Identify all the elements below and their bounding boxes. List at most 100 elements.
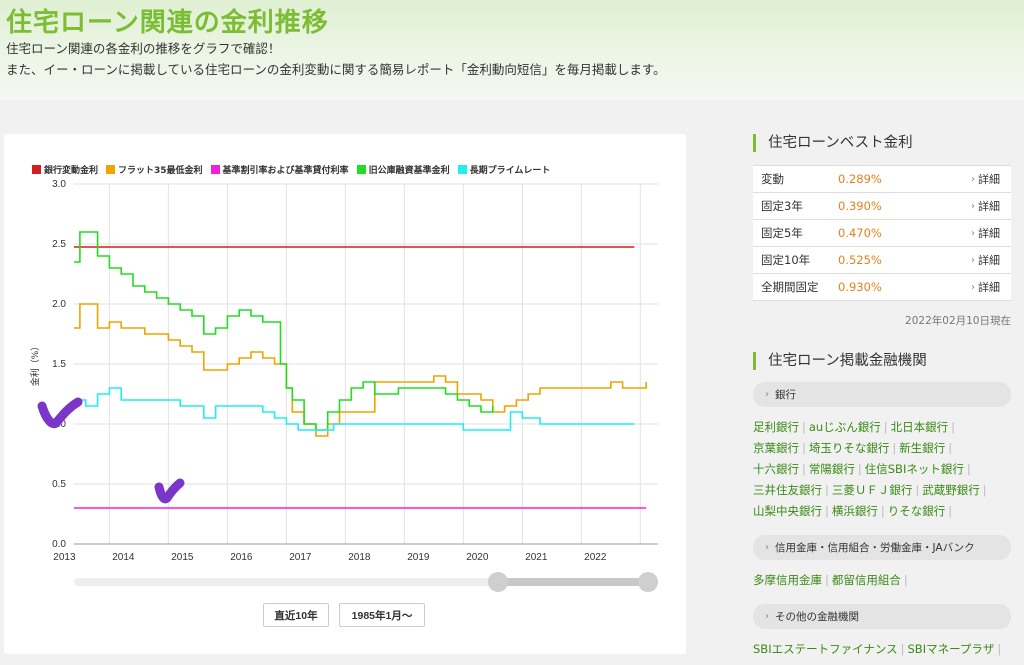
separator: |	[802, 462, 806, 476]
range-since-1985-button[interactable]: 1985年1月～	[339, 603, 425, 627]
x-tick-label: 2021	[525, 552, 548, 563]
institution-line: 十六銀行 | 常陽銀行 | 住信SBIネット銀行 |	[753, 461, 974, 477]
institution-link[interactable]: 住信SBIネット銀行	[864, 462, 964, 476]
legend-entry[interactable]: 長期プライムレート	[457, 162, 551, 176]
rate-detail-link[interactable]: › 詳細	[971, 225, 1011, 241]
rate-detail-label: 詳細	[978, 227, 1000, 240]
chevron-right-icon: ›	[971, 281, 975, 293]
intro-text-report: また、イー・ローンに掲載している住宅ローンの金利変動に関する簡易レポート「金利動…	[6, 62, 666, 77]
separator: |	[880, 504, 885, 518]
institution-line: SBIエステートファイナンス | SBIマネープラザ |	[753, 641, 1004, 657]
legend-entry[interactable]: フラット35最低金利	[106, 162, 203, 176]
institution-line: 三井住友銀行 | 三菱ＵＦＪ銀行 | 武蔵野銀行 |	[753, 482, 990, 498]
series-line	[74, 231, 494, 431]
chart-legend: 銀行変動金利 フラット35最低金利 基準割引率および基準貸付利率 旧公庫融資基準金利 長…	[32, 162, 550, 176]
y-tick-label: 1.5	[52, 359, 66, 370]
institution-link[interactable]: 常陽銀行	[808, 462, 855, 476]
rate-chart-card: 0.0 0.5 1.0 1.5 2.0 2.5 3.0 2013 2014 2015 2016 201…	[4, 134, 686, 654]
separator: |	[857, 462, 862, 476]
rate-detail-link[interactable]: › 詳細	[971, 198, 1011, 214]
rate-detail-label: 詳細	[978, 173, 1000, 186]
institution-link[interactable]: 多摩信用金庫	[753, 573, 822, 587]
range-slider-selection	[498, 578, 656, 586]
institution-link[interactable]: 武蔵野銀行	[922, 483, 980, 497]
institution-category-toggle[interactable]: › その他の金融機関	[753, 604, 1011, 629]
rate-value: 0.289%	[838, 172, 882, 186]
y-axis-label: 金利（%）	[29, 342, 41, 387]
institution-link[interactable]: 十六銀行	[753, 462, 799, 476]
separator: |	[966, 462, 971, 476]
rate-value: 0.930%	[838, 280, 882, 294]
page-header: 住宅ローン関連の金利推移 住宅ローン関連の各金利の推移をグラフで確認！ また、イ…	[0, 0, 1024, 100]
range-slider-handle-left[interactable]	[488, 572, 508, 592]
institution-link[interactable]: 京葉銀行	[753, 441, 799, 455]
x-tick-label: 2016	[230, 552, 253, 563]
institution-link[interactable]: 埼玉りそな銀行	[808, 441, 890, 455]
legend-swatch	[356, 164, 366, 174]
x-tick-label: 2022	[584, 552, 607, 563]
separator: |	[825, 504, 829, 518]
legend-swatch	[210, 164, 220, 174]
y-tick-label: 3.0	[52, 179, 66, 190]
rate-value: 0.470%	[838, 226, 882, 240]
institution-link[interactable]: SBIマネープラザ	[907, 642, 995, 656]
rate-row: 全期間固定 0.930% › 詳細	[753, 274, 1011, 301]
legend-label: 基準割引率および基準貸付利率	[222, 165, 349, 176]
rate-row: 固定10年 0.525% › 詳細	[753, 247, 1011, 274]
institution-line: 多摩信用金庫 | 都留信用組合 |	[753, 572, 911, 588]
category-label: 信用金庫・信用組合・労働金庫・JAバンク	[775, 542, 975, 554]
y-tick-label: 2.0	[52, 299, 66, 310]
legend-label: 長期プライムレート	[469, 165, 551, 176]
chevron-right-icon: ›	[765, 542, 769, 553]
x-tick-label: 2015	[171, 552, 194, 563]
institution-link[interactable]: りそな銀行	[887, 504, 946, 518]
legend-entry[interactable]: 旧公庫融資基準金利	[356, 162, 450, 176]
x-tick-label: 2020	[466, 552, 489, 563]
institution-link[interactable]: 三井住友銀行	[753, 483, 822, 497]
chevron-right-icon: ›	[971, 254, 975, 266]
separator: |	[825, 573, 829, 587]
institution-category-toggle[interactable]: › 信用金庫・信用組合・労働金庫・JAバンク	[753, 535, 1011, 560]
check-mark-annotation	[37, 397, 83, 429]
range-slider-handle-right[interactable]	[638, 572, 658, 592]
separator: |	[982, 483, 987, 497]
best-rates-as-of: 2022年02月10日現在	[905, 315, 1011, 327]
y-tick-label: 0.0	[52, 539, 66, 550]
institution-link[interactable]: 三菱ＵＦＪ銀行	[831, 483, 913, 497]
chevron-right-icon: ›	[765, 389, 769, 400]
institution-link[interactable]: 新生銀行	[899, 441, 946, 455]
rate-detail-label: 詳細	[978, 281, 1000, 294]
rate-detail-link[interactable]: › 詳細	[971, 279, 1011, 295]
category-label: 銀行	[775, 389, 796, 401]
institution-link[interactable]: auじぶん銀行	[808, 420, 881, 434]
institution-link[interactable]: 横浜銀行	[831, 504, 878, 518]
institution-link[interactable]: 北日本銀行	[890, 420, 949, 434]
legend-label: 銀行変動金利	[44, 165, 99, 176]
legend-entry[interactable]: 銀行変動金利	[32, 162, 98, 176]
institution-link[interactable]: SBIエステートファイナンス	[753, 642, 898, 656]
chevron-right-icon: ›	[971, 200, 975, 212]
separator: |	[915, 483, 920, 497]
legend-entry[interactable]: 基準割引率および基準貸付利率	[210, 162, 349, 176]
institution-category-toggle[interactable]: › 銀行	[753, 382, 1011, 407]
rate-row: 固定3年 0.390% › 詳細	[753, 193, 1011, 220]
rate-detail-link[interactable]: › 詳細	[971, 252, 1011, 268]
rate-value: 0.390%	[838, 199, 882, 213]
best-rates-table: 変動 0.289% › 詳細 固定3年 0.390% › 詳細 固定5年 0.470% › 詳細 固定1…	[753, 165, 1011, 301]
chevron-right-icon: ›	[971, 173, 975, 185]
separator: |	[825, 483, 829, 497]
rate-detail-link[interactable]: › 詳細	[971, 171, 1011, 187]
rate-type: 変動	[761, 172, 784, 186]
institution-link[interactable]: 都留信用組合	[831, 573, 901, 587]
rate-detail-label: 詳細	[978, 200, 1000, 213]
institutions-heading: 住宅ローン掲載金融機関	[753, 352, 927, 370]
institution-line: 山梨中央銀行 | 横浜銀行 | りそな銀行 |	[753, 503, 955, 519]
x-tick-label: 2017	[289, 552, 312, 563]
separator: |	[802, 420, 806, 434]
range-recent-10-years-button[interactable]: 直近10年	[263, 603, 329, 627]
institution-link[interactable]: 足利銀行	[753, 420, 799, 434]
institution-link[interactable]: 山梨中央銀行	[753, 504, 822, 518]
separator: |	[802, 441, 806, 455]
separator: |	[883, 420, 888, 434]
